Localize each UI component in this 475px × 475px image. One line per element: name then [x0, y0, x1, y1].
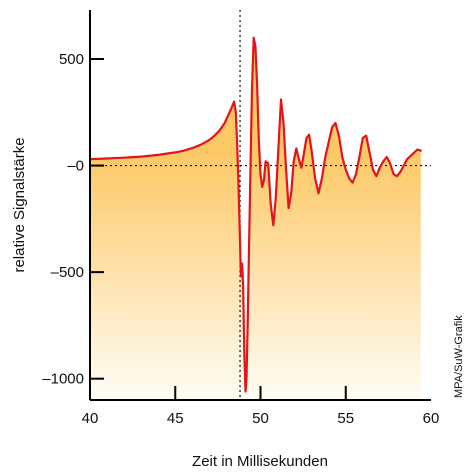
y-axis-title: relative Signalstärke — [11, 137, 28, 272]
signal-area-fill — [90, 37, 421, 400]
y-tick-label: –1000 — [42, 371, 84, 388]
signal-series-line — [90, 36, 422, 393]
x-tick-label: 50 — [252, 410, 269, 427]
x-tick-label: 40 — [82, 410, 99, 427]
plot-area — [90, 10, 431, 400]
x-axis-title: Zeit in Millisekunden — [192, 453, 328, 470]
x-axis-ticks: 40 45 50 55 60 — [82, 386, 440, 427]
y-tick-label: –500 — [51, 264, 84, 281]
x-tick-label: 45 — [167, 410, 184, 427]
y-axis-ticks: 500 –0 –500 –1000 — [42, 51, 104, 388]
x-tick-label: 60 — [423, 410, 440, 427]
y-tick-label: 500 — [59, 51, 84, 68]
credit-label: MPA/SuW-Grafik — [453, 315, 465, 398]
y-tick-label: –0 — [67, 158, 84, 175]
x-tick-label: 55 — [337, 410, 354, 427]
